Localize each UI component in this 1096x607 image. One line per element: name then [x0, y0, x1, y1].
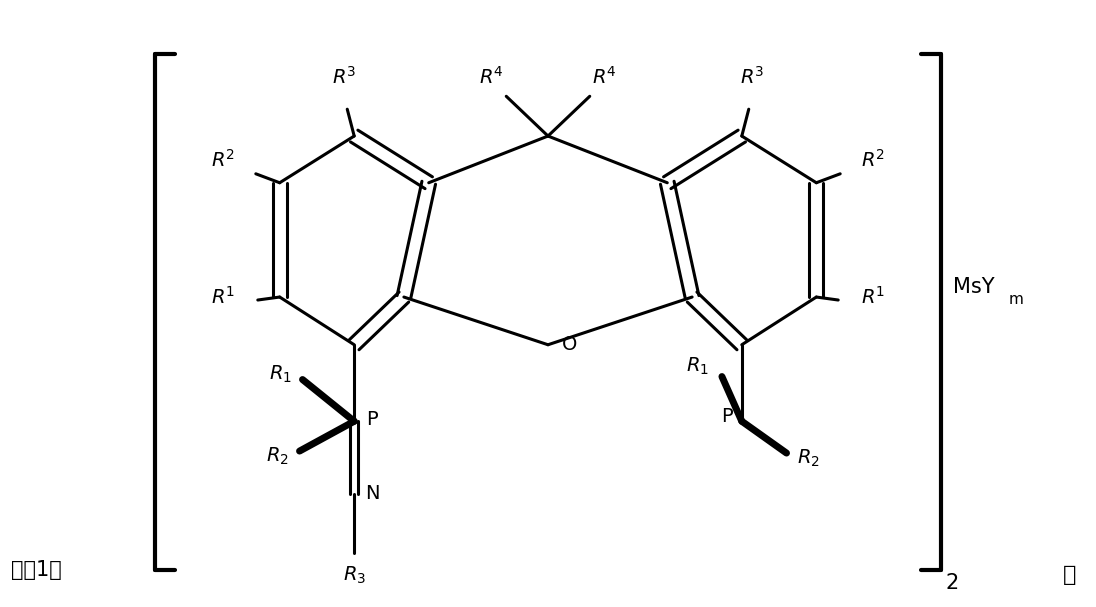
Text: $R^3$: $R^3$ — [332, 66, 356, 87]
Text: 式（1）: 式（1） — [11, 560, 62, 580]
Text: m: m — [1008, 291, 1023, 307]
Text: $R_3$: $R_3$ — [343, 565, 366, 586]
Text: $R^3$: $R^3$ — [740, 66, 764, 87]
Text: MsY: MsY — [954, 277, 995, 297]
Text: $R^2$: $R^2$ — [210, 149, 235, 171]
Text: $R_1$: $R_1$ — [686, 356, 708, 378]
Text: P: P — [366, 410, 378, 429]
Text: $R_2$: $R_2$ — [797, 447, 820, 469]
Text: $R_1$: $R_1$ — [270, 364, 293, 385]
Text: 2: 2 — [946, 573, 959, 593]
Text: $R^4$: $R^4$ — [479, 66, 504, 87]
Text: $R^2$: $R^2$ — [861, 149, 886, 171]
Text: ，: ， — [1063, 565, 1076, 585]
Text: O: O — [562, 335, 578, 354]
Text: $R^4$: $R^4$ — [592, 66, 617, 87]
Text: $R^1$: $R^1$ — [210, 286, 236, 308]
Text: $R^1$: $R^1$ — [860, 286, 886, 308]
Text: P: P — [721, 407, 733, 426]
Text: $R_2$: $R_2$ — [266, 446, 289, 467]
Text: N: N — [365, 484, 379, 503]
